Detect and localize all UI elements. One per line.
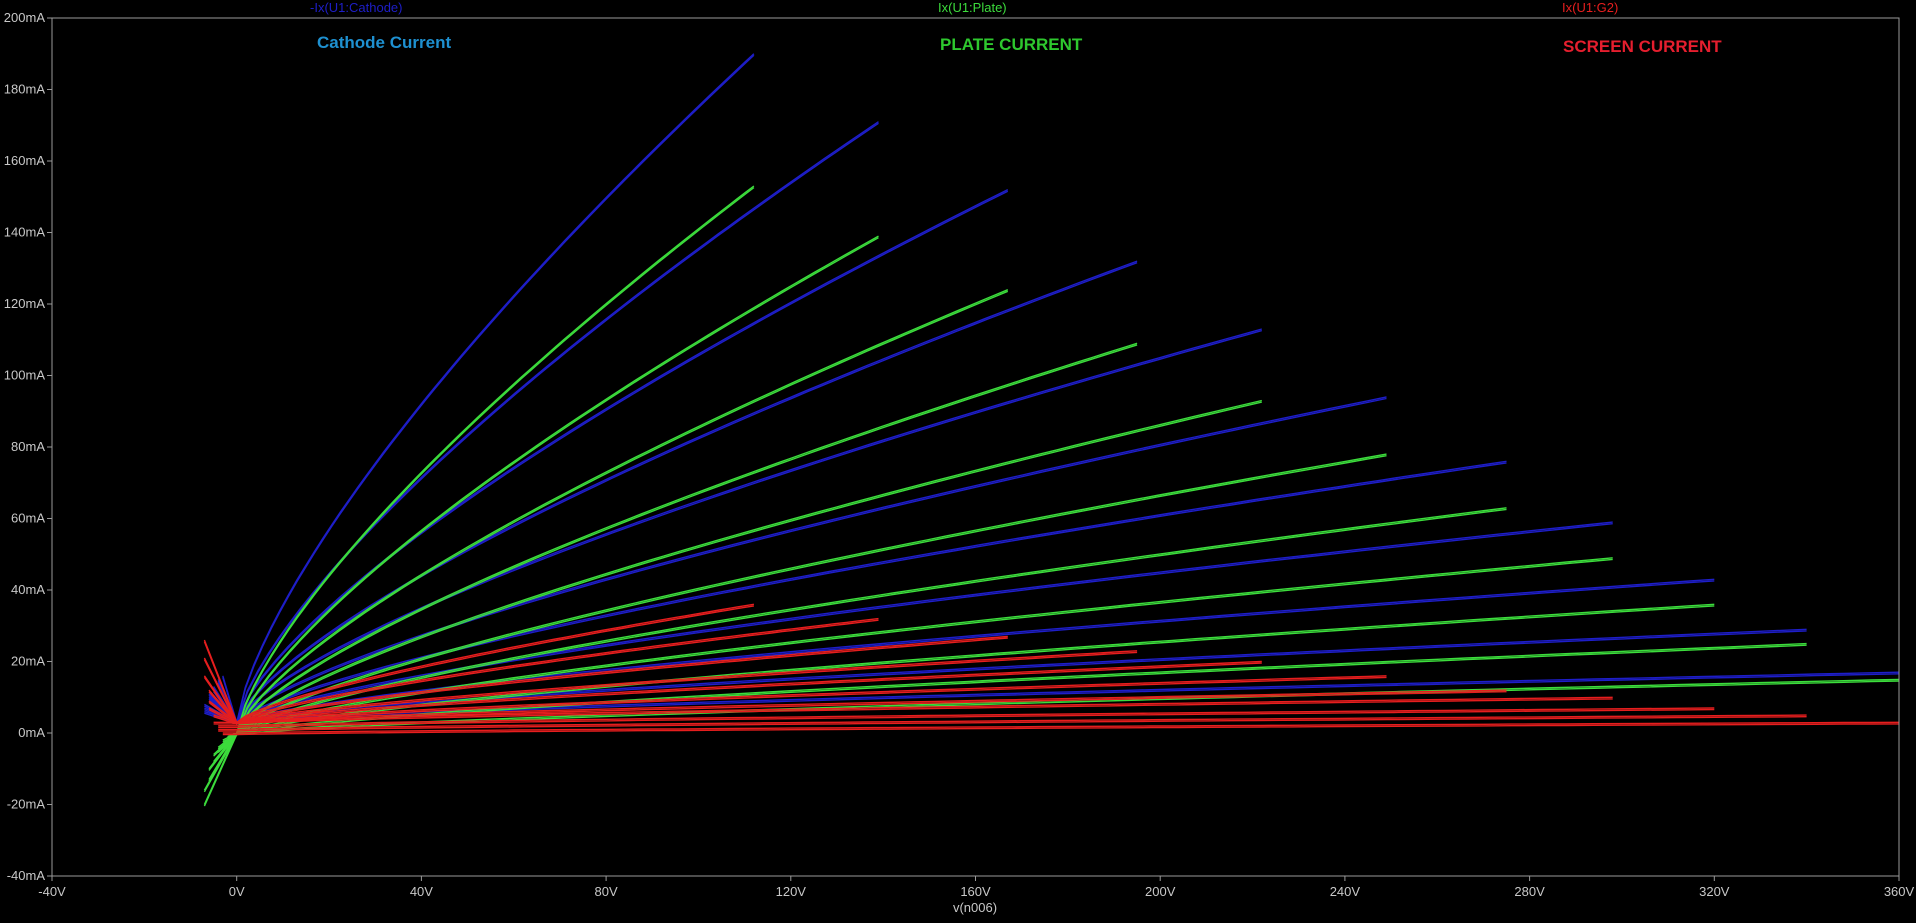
curve-ix-u1-g2-9 <box>218 716 1807 732</box>
x-tick-label: 0V <box>229 884 245 899</box>
curve-ix-u1-plate-8 <box>222 603 1715 745</box>
curve-ix-u1-cathode-0 <box>204 53 755 724</box>
y-tick-label: 180mA <box>4 82 46 97</box>
curve-ix-u1-plate-7 <box>217 557 1613 748</box>
curve-ix-u1-g2-3 <box>208 651 1138 725</box>
y-tick-label: 60mA <box>11 511 45 526</box>
y-tick-label: 20mA <box>11 654 45 669</box>
curve-ix-u1-g2-0 <box>203 603 755 724</box>
curve-ix-u1-plate-9 <box>222 644 1807 743</box>
y-tick-label: 200mA <box>4 10 46 25</box>
curve-ix-u1-plate-2 <box>208 289 1009 780</box>
curve-ix-u1-plate-0 <box>203 187 755 807</box>
curve-ix-u1-cathode-7 <box>213 523 1613 725</box>
curve-ix-u1-g2-8 <box>218 707 1715 727</box>
curve-ix-u1-g2-1 <box>203 617 879 724</box>
y-axis: -40mA -20mA 0mA 20mA 40mA 60mA 80mA 100mA 120mA 1… <box>4 10 52 883</box>
curve-ix-u1-g2-10 <box>222 723 1900 736</box>
x-axis: -40V 0V 40V 80V 120V 160V 200V 240V 280V 320V 360V <box>38 876 1915 899</box>
x-tick-label: 240V <box>1330 884 1361 899</box>
curve-ix-u1-cathode-2 <box>204 188 1009 724</box>
curve-ix-u1-cathode-0 <box>204 54 755 725</box>
curve-ix-u1-plate-3 <box>208 342 1138 770</box>
curve-ix-u1-g2-4 <box>208 662 1262 725</box>
curve-ix-u1-plate-6 <box>217 508 1507 754</box>
trace-label-cathode[interactable]: -Ix(U1:Cathode) <box>310 0 402 15</box>
y-tick-label: -40mA <box>7 868 46 883</box>
curve-ix-u1-plate-1 <box>203 235 879 791</box>
y-tick-label: -20mA <box>7 797 46 812</box>
curve-ix-u1-cathode-4 <box>208 328 1262 724</box>
curve-ix-u1-g2-2 <box>203 635 1008 724</box>
x-tick-label: 40V <box>410 884 433 899</box>
curve-ix-u1-cathode-3 <box>208 260 1138 724</box>
y-tick-label: 40mA <box>11 582 45 597</box>
curve-ix-u1-plate-9 <box>222 642 1807 741</box>
curve-ix-u1-g2-3 <box>208 650 1138 724</box>
curve-ix-u1-g2-5 <box>208 676 1387 725</box>
curve-ix-u1-plate-3 <box>208 344 1138 771</box>
curve-ix-u1-g2-6 <box>213 689 1507 724</box>
annotation-plate-current: PLATE CURRENT <box>940 35 1083 54</box>
x-tick-label: 360V <box>1884 884 1915 899</box>
curve-ix-u1-g2-1 <box>203 619 879 725</box>
y-tick-label: 0mA <box>18 725 45 740</box>
curve-ix-u1-g2-10 <box>222 721 1900 734</box>
x-tick-label: 320V <box>1699 884 1730 899</box>
annotation-cathode-current: Cathode Current <box>317 33 451 52</box>
curve-ix-u1-plate-4 <box>213 401 1262 764</box>
y-tick-label: 100mA <box>4 368 46 383</box>
annotation-screen-current: SCREEN CURRENT <box>1563 37 1722 56</box>
x-tick-label: 80V <box>595 884 618 899</box>
curve-ix-u1-plate-6 <box>217 507 1507 752</box>
curve-ix-u1-plate-4 <box>213 399 1262 763</box>
x-tick-label: 160V <box>960 884 991 899</box>
series-ix-u1-g2 <box>203 603 1900 736</box>
x-tick-label: -40V <box>38 884 66 899</box>
curve-ix-u1-g2-2 <box>203 637 1008 725</box>
curve-ix-u1-plate-5 <box>213 453 1387 756</box>
curve-ix-u1-plate-0 <box>203 185 755 805</box>
curve-ix-u1-plate-5 <box>213 455 1387 757</box>
curve-ix-u1-g2-4 <box>208 660 1262 724</box>
curve-ix-u1-cathode-5 <box>208 396 1387 724</box>
curve-ix-u1-g2-7 <box>213 698 1613 725</box>
curve-ix-u1-g2-0 <box>203 605 755 725</box>
trace-label-plate[interactable]: Ix(U1:Plate) <box>938 0 1007 15</box>
y-tick-label: 120mA <box>4 296 46 311</box>
curve-ix-u1-plate-2 <box>208 290 1009 782</box>
curves-layer <box>203 53 1900 807</box>
y-tick-label: 160mA <box>4 153 46 168</box>
trace-label-screen[interactable]: Ix(U1:G2) <box>1562 0 1618 15</box>
y-tick-label: 80mA <box>11 439 45 454</box>
curve-ix-u1-g2-7 <box>213 696 1613 723</box>
x-tick-label: 280V <box>1514 884 1545 899</box>
curve-ix-u1-plate-1 <box>203 237 879 793</box>
curve-ix-u1-g2-8 <box>218 708 1715 729</box>
curve-ix-u1-g2-9 <box>218 714 1807 731</box>
x-axis-label: v(n006) <box>953 900 997 915</box>
x-tick-label: 120V <box>776 884 807 899</box>
y-tick-label: 140mA <box>4 225 46 240</box>
curve-ix-u1-cathode-7 <box>213 521 1613 724</box>
curve-ix-u1-g2-5 <box>208 675 1387 724</box>
x-tick-label: 200V <box>1145 884 1176 899</box>
curve-ix-u1-plate-7 <box>217 558 1613 750</box>
series-ix-u1-plate <box>203 185 1900 807</box>
